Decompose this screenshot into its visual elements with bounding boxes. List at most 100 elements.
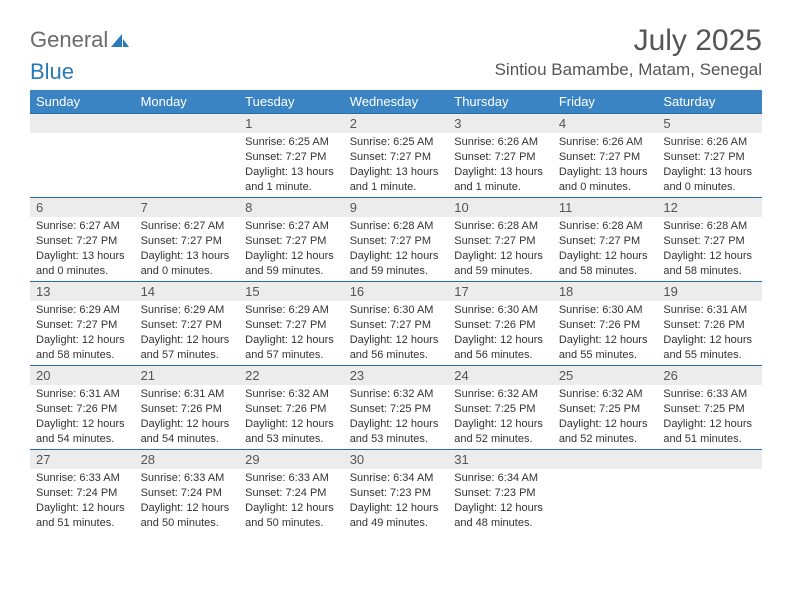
- day-cell: Sunrise: 6:27 AMSunset: 7:27 PMDaylight:…: [30, 217, 135, 282]
- day-data: Sunrise: 6:26 AMSunset: 7:27 PMDaylight:…: [553, 133, 658, 197]
- day-cell: 18: [553, 282, 658, 302]
- day-cell: 24: [448, 366, 553, 386]
- day-data: [135, 133, 240, 197]
- day-cell: Sunrise: 6:31 AMSunset: 7:26 PMDaylight:…: [30, 385, 135, 450]
- day-cell: 15: [239, 282, 344, 302]
- day-number: [135, 114, 240, 133]
- month-title: July 2025: [495, 24, 762, 58]
- day-cell: 22: [239, 366, 344, 386]
- day-number: 16: [344, 282, 449, 301]
- day-data: Sunrise: 6:28 AMSunset: 7:27 PMDaylight:…: [553, 217, 658, 281]
- day-cell: [30, 114, 135, 134]
- day-data: Sunrise: 6:31 AMSunset: 7:26 PMDaylight:…: [657, 301, 762, 365]
- day-cell: Sunrise: 6:30 AMSunset: 7:26 PMDaylight:…: [553, 301, 658, 366]
- header: General Blue July 2025 Sintiou Bamambe, …: [30, 24, 762, 84]
- day-cell: 14: [135, 282, 240, 302]
- day-cell: Sunrise: 6:32 AMSunset: 7:25 PMDaylight:…: [553, 385, 658, 450]
- day-data: Sunrise: 6:32 AMSunset: 7:25 PMDaylight:…: [553, 385, 658, 449]
- day-data: Sunrise: 6:28 AMSunset: 7:27 PMDaylight:…: [448, 217, 553, 281]
- day-cell: 16: [344, 282, 449, 302]
- day-number: 18: [553, 282, 658, 301]
- day-data: [553, 469, 658, 533]
- day-data: Sunrise: 6:33 AMSunset: 7:24 PMDaylight:…: [239, 469, 344, 533]
- day-number: 2: [344, 114, 449, 133]
- logo: General Blue: [30, 24, 129, 84]
- day-number: 30: [344, 450, 449, 469]
- day-cell: Sunrise: 6:25 AMSunset: 7:27 PMDaylight:…: [344, 133, 449, 198]
- logo-line1: General: [30, 27, 108, 52]
- day-cell: 30: [344, 450, 449, 470]
- location: Sintiou Bamambe, Matam, Senegal: [495, 60, 762, 80]
- weekday-header: Friday: [553, 90, 658, 114]
- day-cell: Sunrise: 6:33 AMSunset: 7:25 PMDaylight:…: [657, 385, 762, 450]
- day-data: Sunrise: 6:34 AMSunset: 7:23 PMDaylight:…: [448, 469, 553, 533]
- daydata-row: Sunrise: 6:33 AMSunset: 7:24 PMDaylight:…: [30, 469, 762, 533]
- day-number: 13: [30, 282, 135, 301]
- day-cell: [553, 469, 658, 533]
- day-number: 4: [553, 114, 658, 133]
- day-cell: 28: [135, 450, 240, 470]
- day-cell: Sunrise: 6:29 AMSunset: 7:27 PMDaylight:…: [135, 301, 240, 366]
- day-data: Sunrise: 6:30 AMSunset: 7:26 PMDaylight:…: [553, 301, 658, 365]
- day-number: 22: [239, 366, 344, 385]
- day-cell: 11: [553, 198, 658, 218]
- day-cell: 17: [448, 282, 553, 302]
- day-number: 25: [553, 366, 658, 385]
- day-cell: [30, 133, 135, 198]
- day-number: 23: [344, 366, 449, 385]
- daynum-row: 12345: [30, 114, 762, 134]
- daydata-row: Sunrise: 6:29 AMSunset: 7:27 PMDaylight:…: [30, 301, 762, 366]
- day-cell: Sunrise: 6:32 AMSunset: 7:25 PMDaylight:…: [344, 385, 449, 450]
- day-cell: Sunrise: 6:34 AMSunset: 7:23 PMDaylight:…: [344, 469, 449, 533]
- day-cell: 25: [553, 366, 658, 386]
- day-number: 7: [135, 198, 240, 217]
- day-data: Sunrise: 6:32 AMSunset: 7:25 PMDaylight:…: [448, 385, 553, 449]
- day-cell: 7: [135, 198, 240, 218]
- day-cell: [657, 450, 762, 470]
- day-cell: 2: [344, 114, 449, 134]
- day-data: Sunrise: 6:29 AMSunset: 7:27 PMDaylight:…: [135, 301, 240, 365]
- day-cell: Sunrise: 6:31 AMSunset: 7:26 PMDaylight:…: [135, 385, 240, 450]
- day-cell: Sunrise: 6:30 AMSunset: 7:27 PMDaylight:…: [344, 301, 449, 366]
- day-cell: Sunrise: 6:33 AMSunset: 7:24 PMDaylight:…: [135, 469, 240, 533]
- day-number: 9: [344, 198, 449, 217]
- daydata-row: Sunrise: 6:25 AMSunset: 7:27 PMDaylight:…: [30, 133, 762, 198]
- day-data: Sunrise: 6:27 AMSunset: 7:27 PMDaylight:…: [30, 217, 135, 281]
- day-cell: 31: [448, 450, 553, 470]
- day-number: 3: [448, 114, 553, 133]
- weekday-header: Wednesday: [344, 90, 449, 114]
- weekday-header: Saturday: [657, 90, 762, 114]
- weekday-header: Thursday: [448, 90, 553, 114]
- day-number: 17: [448, 282, 553, 301]
- sail-icon: [111, 31, 129, 52]
- day-cell: Sunrise: 6:33 AMSunset: 7:24 PMDaylight:…: [239, 469, 344, 533]
- day-cell: Sunrise: 6:34 AMSunset: 7:23 PMDaylight:…: [448, 469, 553, 533]
- day-data: Sunrise: 6:33 AMSunset: 7:25 PMDaylight:…: [657, 385, 762, 449]
- day-number: 29: [239, 450, 344, 469]
- weekday-header-row: Sunday Monday Tuesday Wednesday Thursday…: [30, 90, 762, 114]
- day-cell: 29: [239, 450, 344, 470]
- day-number: 24: [448, 366, 553, 385]
- day-number: 26: [657, 366, 762, 385]
- day-data: Sunrise: 6:25 AMSunset: 7:27 PMDaylight:…: [344, 133, 449, 197]
- day-data: Sunrise: 6:28 AMSunset: 7:27 PMDaylight:…: [344, 217, 449, 281]
- day-cell: 10: [448, 198, 553, 218]
- day-cell: Sunrise: 6:26 AMSunset: 7:27 PMDaylight:…: [657, 133, 762, 198]
- day-number: 20: [30, 366, 135, 385]
- day-cell: Sunrise: 6:25 AMSunset: 7:27 PMDaylight:…: [239, 133, 344, 198]
- day-data: [657, 469, 762, 533]
- day-data: Sunrise: 6:34 AMSunset: 7:23 PMDaylight:…: [344, 469, 449, 533]
- day-cell: 12: [657, 198, 762, 218]
- day-cell: Sunrise: 6:27 AMSunset: 7:27 PMDaylight:…: [239, 217, 344, 282]
- day-cell: 26: [657, 366, 762, 386]
- day-data: Sunrise: 6:33 AMSunset: 7:24 PMDaylight:…: [135, 469, 240, 533]
- day-cell: 21: [135, 366, 240, 386]
- day-cell: 19: [657, 282, 762, 302]
- day-number: 21: [135, 366, 240, 385]
- day-cell: Sunrise: 6:28 AMSunset: 7:27 PMDaylight:…: [657, 217, 762, 282]
- day-data: Sunrise: 6:31 AMSunset: 7:26 PMDaylight:…: [135, 385, 240, 449]
- day-cell: Sunrise: 6:28 AMSunset: 7:27 PMDaylight:…: [448, 217, 553, 282]
- title-block: July 2025 Sintiou Bamambe, Matam, Senega…: [495, 24, 762, 80]
- day-number: 5: [657, 114, 762, 133]
- day-data: Sunrise: 6:28 AMSunset: 7:27 PMDaylight:…: [657, 217, 762, 281]
